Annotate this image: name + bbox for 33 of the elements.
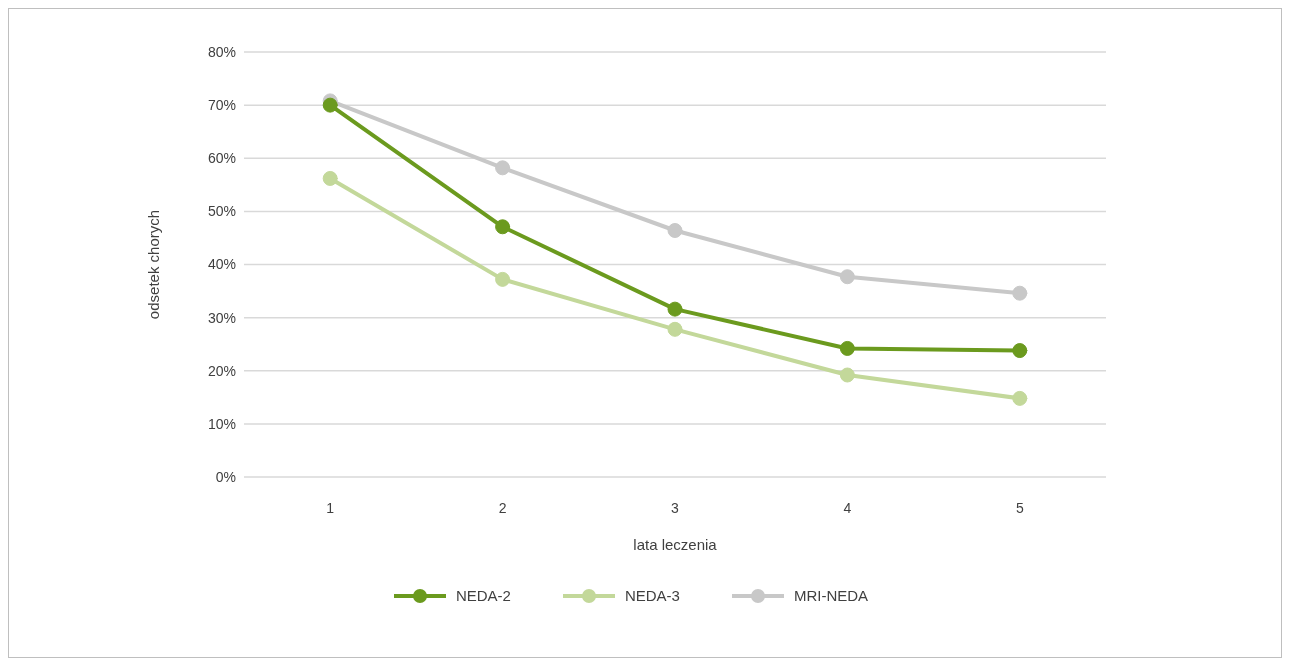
y-tick-label: 60% — [207, 150, 236, 167]
point — [495, 160, 511, 176]
y-tick-label: 30% — [207, 309, 236, 326]
y-tick-label: 80% — [207, 43, 236, 60]
point — [322, 170, 338, 186]
y-tick-label: 70% — [207, 97, 236, 114]
x-tick-label: 4 — [843, 499, 852, 516]
y-tick-label: 20% — [207, 362, 236, 379]
point — [667, 301, 683, 317]
legend-label: MRI-NEDA — [793, 587, 869, 604]
x-tick-label: 2 — [498, 499, 507, 516]
legend-label: NEDA-3 — [624, 587, 680, 604]
x-axis-title: lata leczenia — [633, 535, 718, 553]
y-axis-title: odsetek chorych — [145, 209, 163, 320]
legend-label: NEDA-2 — [455, 587, 511, 604]
point — [839, 367, 855, 383]
x-tick-label: 3 — [671, 499, 680, 516]
y-tick-label: 50% — [207, 203, 236, 220]
point — [1012, 343, 1028, 359]
point — [1012, 390, 1028, 406]
y-tick-label: 40% — [207, 256, 236, 273]
point — [667, 321, 683, 337]
y-tick-label: 0% — [215, 468, 236, 485]
point — [1012, 285, 1028, 301]
point — [839, 269, 855, 285]
point — [322, 97, 338, 113]
point — [495, 219, 511, 235]
point — [495, 271, 511, 287]
point — [667, 223, 683, 238]
x-tick-label: 5 — [1015, 499, 1024, 516]
point — [839, 340, 855, 356]
y-tick-label: 10% — [207, 415, 236, 432]
x-tick-label: 1 — [326, 499, 335, 516]
